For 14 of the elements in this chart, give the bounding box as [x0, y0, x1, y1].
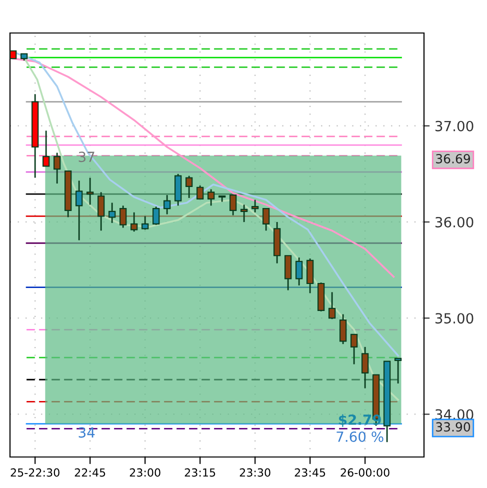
y-tick-label: 37.00 — [435, 120, 474, 132]
y-tick-label: 36.00 — [435, 216, 474, 228]
ref-line-label: 36.69 — [436, 154, 470, 164]
x-tick-label: 23:15 — [184, 468, 216, 477]
x-tick-label: 23:30 — [240, 468, 270, 477]
x-tick-label: 23:45 — [294, 468, 326, 477]
annotation: 7.60 % — [336, 431, 384, 442]
ref-line-label: 33.90 — [436, 422, 470, 432]
x-tick-label: 23:00 — [130, 468, 160, 477]
x-tick-label: 26-00:00 — [340, 468, 390, 477]
y-tick-label: 35.00 — [435, 313, 474, 324]
x-tick-label: 22:45 — [74, 468, 106, 477]
x-tick-label: 25-22:30 — [10, 468, 60, 477]
annotation: 34 — [78, 427, 95, 438]
